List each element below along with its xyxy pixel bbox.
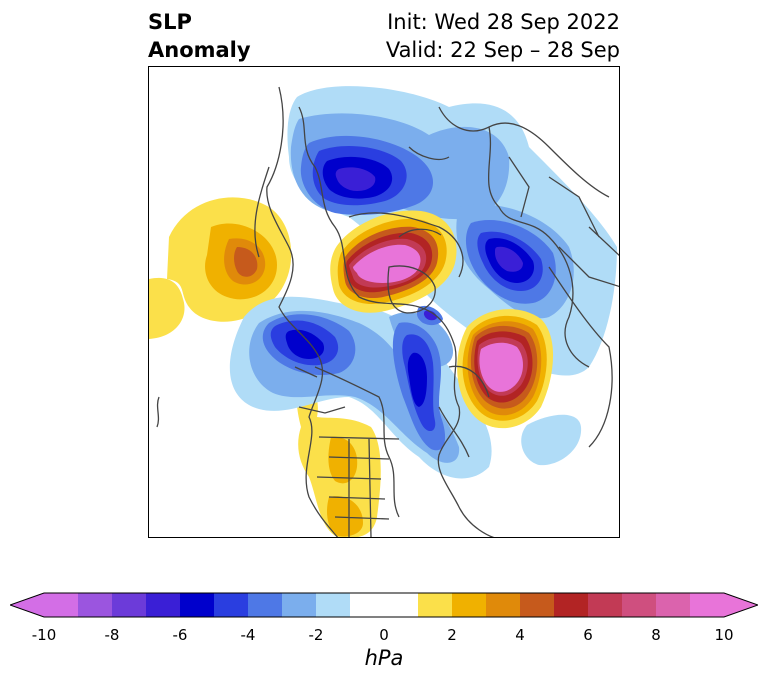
colorbar-cell xyxy=(520,593,555,617)
colorbar-cell xyxy=(44,593,79,617)
colorbar-cell xyxy=(248,593,283,617)
title-variable-line1: SLP xyxy=(148,10,192,34)
coastlines xyxy=(156,86,619,537)
colorbar-cell xyxy=(418,593,453,617)
colorbar-outline xyxy=(10,592,758,618)
title-variable-line2: Anomaly xyxy=(148,38,251,62)
colorbar-cell xyxy=(146,593,181,617)
init-date-label: Init: Wed 28 Sep 2022 xyxy=(387,10,620,34)
colorbar-tick-label: -4 xyxy=(240,626,256,644)
colorbar-cell xyxy=(656,593,691,617)
slp-anomaly-map xyxy=(149,86,619,537)
colorbar-tick-label: 2 xyxy=(447,626,457,644)
colorbar-tick-label: 0 xyxy=(379,626,389,644)
colorbar-tick-label: -10 xyxy=(31,626,57,644)
map-panel xyxy=(148,66,620,538)
colorbar-cell xyxy=(486,593,521,617)
colorbar-cell xyxy=(588,593,623,617)
colorbar-tick-label: -2 xyxy=(308,626,324,644)
colorbar-cells xyxy=(44,593,725,617)
anomaly-high-north-atlantic xyxy=(457,309,554,429)
colorbar xyxy=(10,592,758,618)
colorbar-tick-label: -6 xyxy=(172,626,188,644)
colorbar-tick-label: -8 xyxy=(104,626,120,644)
colorbar-cell xyxy=(282,593,317,617)
colorbar-over-arrow xyxy=(724,593,758,617)
colorbar-tick-label: 6 xyxy=(583,626,593,644)
colorbar-tick-label: 4 xyxy=(515,626,525,644)
colorbar-cell xyxy=(622,593,657,617)
colorbar-cell xyxy=(350,593,419,617)
colorbar-cell xyxy=(554,593,589,617)
colorbar-tick-label: 10 xyxy=(714,626,734,644)
colorbar-under-arrow xyxy=(10,593,44,617)
colorbar-cell xyxy=(180,593,215,617)
colorbar-cell xyxy=(112,593,147,617)
colorbar-cell xyxy=(214,593,249,617)
colorbar-tick-label: 8 xyxy=(651,626,661,644)
colorbar-cell xyxy=(690,593,725,617)
anomaly-high-north-pacific xyxy=(149,197,292,339)
colorbar-cell xyxy=(316,593,351,617)
anomaly-low-blue-center xyxy=(285,156,535,407)
valid-range-label: Valid: 22 Sep – 28 Sep xyxy=(385,38,620,62)
anomaly-high-united-states xyxy=(296,385,381,537)
map-title-dates: Init: Wed 28 Sep 2022 Valid: 22 Sep – 28… xyxy=(386,8,620,64)
colorbar-cell xyxy=(452,593,487,617)
colorbar-units-label: hPa xyxy=(364,646,404,670)
anomaly-high-central-arctic xyxy=(330,210,457,313)
colorbar-cell xyxy=(78,593,113,617)
map-title-variable: SLP Anomaly xyxy=(148,8,251,64)
